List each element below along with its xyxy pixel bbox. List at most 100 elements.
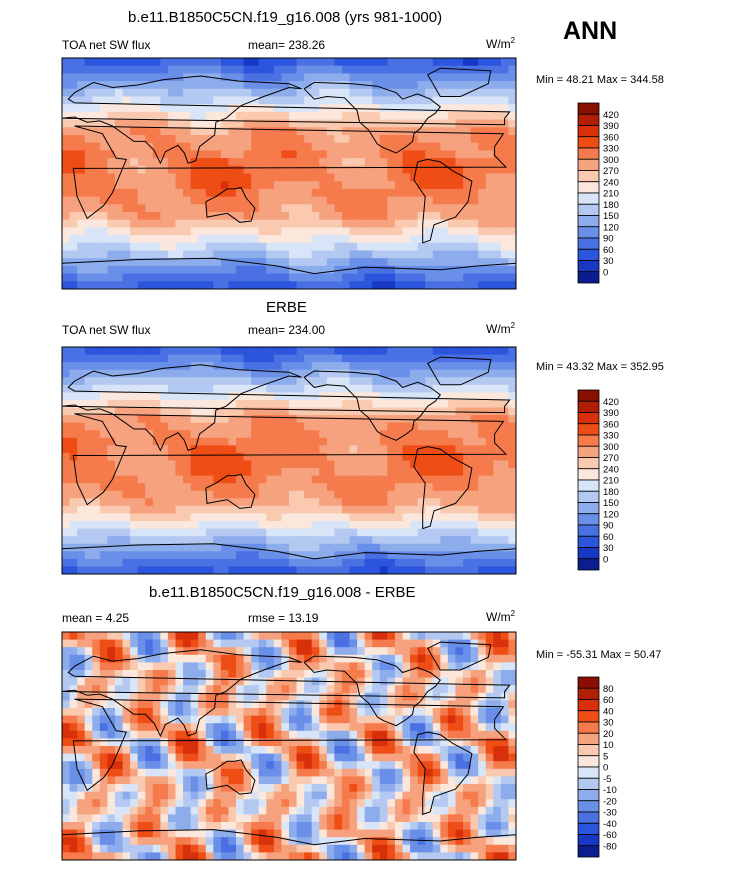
map-1-cell — [183, 258, 192, 267]
map-1-cell — [251, 65, 260, 74]
map-3-cell — [183, 692, 192, 701]
map-1-cell — [425, 65, 434, 74]
map-3-cell — [319, 647, 328, 656]
map-1-cell — [122, 104, 131, 113]
map-3-cell — [137, 753, 146, 762]
map-2-cell — [107, 528, 116, 537]
map-1-cell — [417, 142, 426, 151]
panel-1-units-text: W/m — [486, 37, 511, 51]
map-2-cell — [470, 536, 479, 545]
map-1-cell — [387, 135, 396, 144]
map-2-cell — [145, 445, 154, 454]
map-3-cell — [341, 768, 351, 777]
map-3-cell — [92, 654, 101, 663]
map-3-cell — [220, 700, 230, 709]
map-3-cell — [500, 723, 510, 732]
map-2-cell — [77, 415, 86, 424]
map-3-cell — [243, 723, 252, 732]
map-2-cell — [463, 430, 472, 439]
map-2-cell — [130, 437, 139, 446]
map-2-cell — [62, 513, 71, 522]
map-2-cell — [455, 377, 464, 386]
map-2-cell — [304, 505, 313, 515]
map-1-cell — [485, 196, 494, 205]
map-1-cell — [258, 119, 267, 128]
map-3-cell — [175, 791, 184, 800]
map-3-cell — [304, 715, 313, 724]
map-2-cell — [99, 362, 108, 371]
map-3-cell — [130, 753, 139, 762]
map-2-cell — [84, 392, 93, 401]
map-2-cell — [266, 475, 275, 484]
map-2-cell — [485, 505, 494, 515]
map-2-cell — [402, 460, 411, 469]
map-3-cell — [145, 692, 154, 701]
map-1-cell — [160, 188, 169, 198]
map-3-cell — [341, 708, 351, 717]
map-3-cell — [341, 692, 351, 701]
map-3-cell — [349, 723, 358, 732]
map-2-cell — [508, 437, 516, 446]
map-3-cell — [99, 708, 108, 717]
map-3-cell — [220, 784, 230, 793]
map-1-cell — [349, 188, 358, 198]
map-2-cell — [304, 543, 313, 552]
map-1-cell — [122, 135, 131, 144]
map-2-cell — [440, 483, 449, 492]
map-1-cell — [175, 73, 184, 82]
map-2-cell — [372, 460, 381, 469]
map-2-cell — [243, 505, 252, 515]
map-2-cell — [410, 513, 419, 522]
panel-3-units-sup: 2 — [510, 609, 516, 618]
map-1-cell — [258, 235, 267, 244]
map-1-cell — [349, 204, 358, 213]
map-2-cell — [289, 437, 298, 446]
map-3-cell — [357, 632, 366, 641]
map-1-cell — [463, 127, 472, 136]
map-2-cell — [175, 392, 184, 401]
panel-1-mean-label: mean= 238.26 — [248, 38, 326, 52]
map-3-cell — [92, 639, 101, 648]
map-1-cell — [440, 58, 449, 67]
map-3-cell — [183, 784, 192, 793]
map-3-cell — [281, 662, 290, 671]
map-3-cell — [251, 761, 260, 770]
map-2-cell — [145, 415, 154, 424]
map-2-cell — [273, 407, 283, 416]
map-2-cell — [228, 505, 237, 515]
map-3-cell — [379, 670, 388, 679]
map-3-cell — [493, 784, 502, 793]
map-2-cell — [417, 558, 426, 568]
map-1-cell — [379, 273, 388, 282]
map-1-cell — [485, 235, 494, 244]
map-3-cell — [114, 791, 124, 800]
map-2-cell — [364, 445, 373, 454]
map-1-cell — [425, 58, 434, 67]
map-3-cell — [183, 662, 192, 671]
colorbar-1-swatch — [577, 181, 600, 194]
map-3-cell — [364, 723, 373, 732]
map-2-cell — [394, 513, 404, 522]
map-2-cell — [183, 430, 192, 439]
map-2-cell — [266, 392, 275, 401]
map-1-cell — [364, 173, 373, 182]
map-3-cell — [236, 746, 245, 755]
map-1-cell — [152, 104, 161, 113]
map-1-cell — [425, 204, 434, 213]
map-1-cell — [500, 58, 510, 67]
map-2-cell — [410, 437, 419, 446]
map-1-cell — [447, 242, 457, 252]
map-1-cell — [289, 96, 298, 105]
map-2-cell — [379, 483, 388, 492]
map-2-cell — [447, 528, 457, 537]
map-1-cell — [485, 181, 494, 190]
map-3-cell — [62, 791, 71, 800]
map-1-cell — [432, 96, 441, 105]
map-3-cell — [387, 723, 396, 732]
map-1-cell — [478, 158, 487, 167]
map-1-cell — [220, 73, 230, 82]
map-3-cell — [69, 700, 78, 709]
map-2-cell — [425, 558, 434, 568]
map-3-cell — [364, 670, 373, 679]
map-2-cell — [251, 422, 260, 431]
